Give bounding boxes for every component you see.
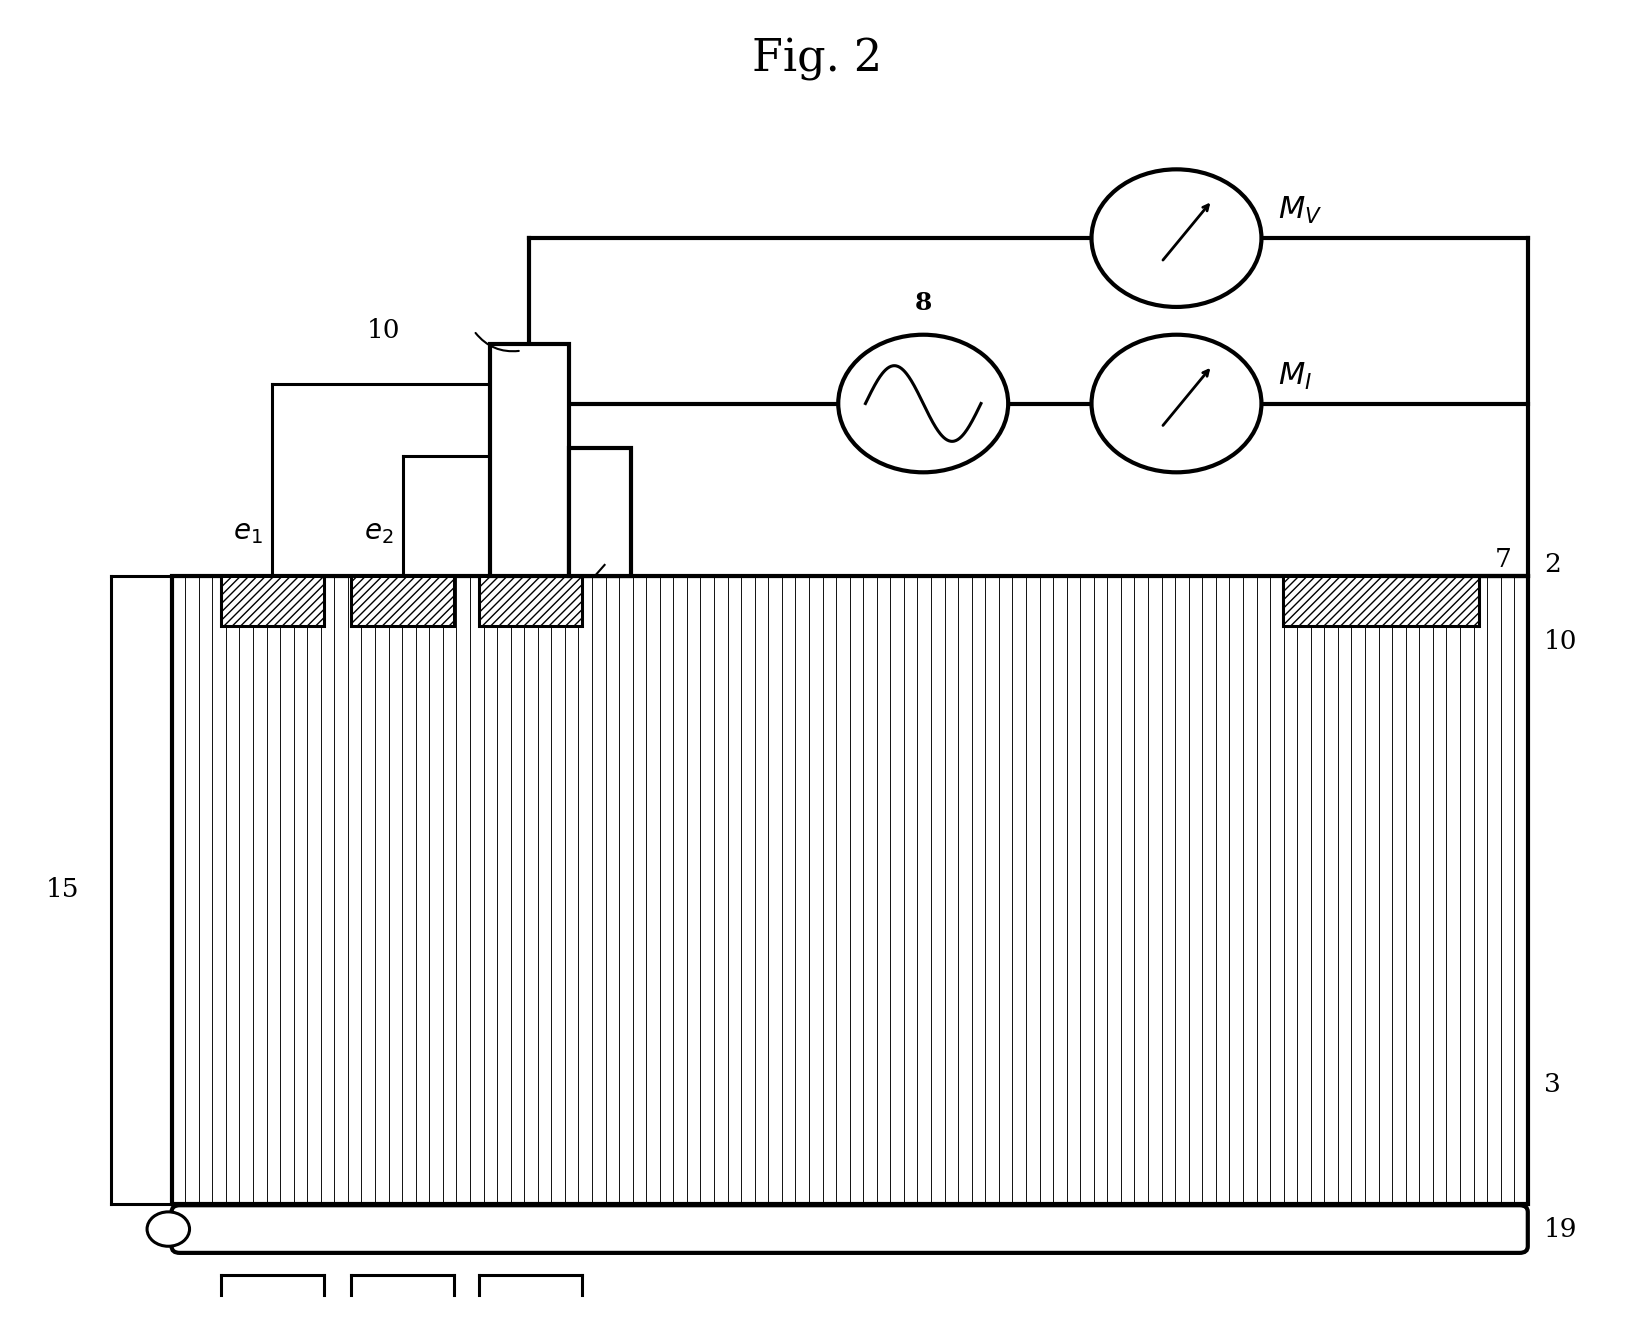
Bar xyxy=(479,576,582,626)
Text: 2: 2 xyxy=(1544,553,1560,577)
Circle shape xyxy=(838,335,1008,472)
Bar xyxy=(221,576,324,626)
Text: 10: 10 xyxy=(366,319,400,343)
Text: 1: 1 xyxy=(613,537,629,562)
Text: $M_I$: $M_I$ xyxy=(1278,360,1312,392)
Bar xyxy=(490,344,569,576)
Circle shape xyxy=(1092,335,1261,472)
Text: 19: 19 xyxy=(1544,1217,1578,1241)
Text: $e_1$: $e_1$ xyxy=(232,520,263,546)
Bar xyxy=(1283,576,1479,626)
Bar xyxy=(172,576,1528,1204)
Text: 15: 15 xyxy=(46,877,78,902)
Circle shape xyxy=(1092,169,1261,307)
Text: $e_2$: $e_2$ xyxy=(363,520,394,546)
Text: $e_3$: $e_3$ xyxy=(490,520,521,546)
Bar xyxy=(351,576,454,626)
FancyBboxPatch shape xyxy=(172,1205,1528,1253)
Bar xyxy=(569,448,631,576)
Text: 8: 8 xyxy=(915,291,931,315)
Text: 3: 3 xyxy=(1544,1073,1560,1097)
Text: Fig. 2: Fig. 2 xyxy=(752,38,882,81)
Text: 7: 7 xyxy=(1495,548,1511,572)
Circle shape xyxy=(147,1212,190,1246)
Text: 10: 10 xyxy=(1544,630,1578,654)
Text: $M_V$: $M_V$ xyxy=(1278,194,1322,226)
